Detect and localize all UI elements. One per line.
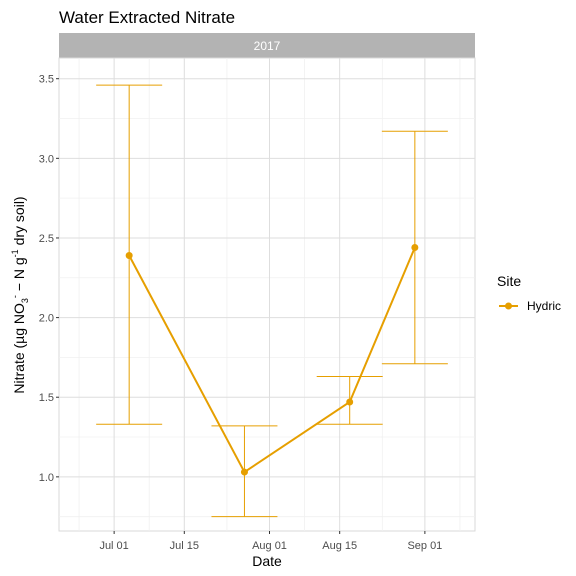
y-axis-title-exponent: -1 bbox=[10, 249, 20, 257]
chart-title: Water Extracted Nitrate bbox=[59, 8, 235, 27]
x-axis-title: Date bbox=[252, 553, 282, 569]
y-tick-label: 2.5 bbox=[39, 233, 54, 245]
data-point bbox=[346, 398, 354, 406]
y-axis-title-subscript: 3 bbox=[20, 298, 30, 303]
legend-label-hydric: Hydric bbox=[527, 299, 561, 313]
facet-strip bbox=[59, 33, 475, 58]
gridlines bbox=[59, 58, 475, 531]
y-axis: 1.0 1.5 2.0 2.5 3.0 3.5 bbox=[39, 74, 59, 484]
y-axis-title-part-1: Nitrate (µg NO bbox=[11, 303, 27, 394]
facet-strip-label: 2017 bbox=[254, 39, 281, 53]
y-axis-title: Nitrate (µg NO3- − N g-1 dry soil) bbox=[10, 196, 30, 393]
series-line bbox=[128, 247, 416, 474]
x-tick-label: Aug 01 bbox=[252, 540, 287, 552]
y-tick-label: 3.5 bbox=[39, 74, 54, 86]
x-tick-label: Sep 01 bbox=[407, 540, 442, 552]
x-tick-label: Aug 15 bbox=[322, 540, 357, 552]
y-tick-label: 2.0 bbox=[39, 313, 54, 325]
legend-key-point bbox=[505, 302, 512, 310]
x-tick-label: Jul 01 bbox=[99, 540, 128, 552]
y-tick-label: 3.0 bbox=[39, 153, 54, 165]
y-axis-title-superscript: - bbox=[10, 295, 20, 298]
plot-panel bbox=[58, 57, 476, 532]
y-axis-title-part-2: − N g bbox=[11, 257, 27, 295]
data-point bbox=[240, 468, 248, 476]
legend-title: Site bbox=[497, 273, 521, 289]
data-point bbox=[125, 251, 133, 259]
y-tick-label: 1.5 bbox=[39, 392, 54, 404]
y-axis-title-part-3: dry soil) bbox=[11, 196, 27, 249]
series-hydric bbox=[125, 244, 419, 476]
x-tick-label: Jul 15 bbox=[170, 540, 199, 552]
y-tick-label: 1.0 bbox=[39, 472, 54, 484]
legend: Site Hydric bbox=[497, 273, 561, 313]
data-point bbox=[411, 244, 419, 252]
x-axis: Jul 01 Jul 15 Aug 01 Aug 15 Sep 01 bbox=[99, 531, 442, 552]
